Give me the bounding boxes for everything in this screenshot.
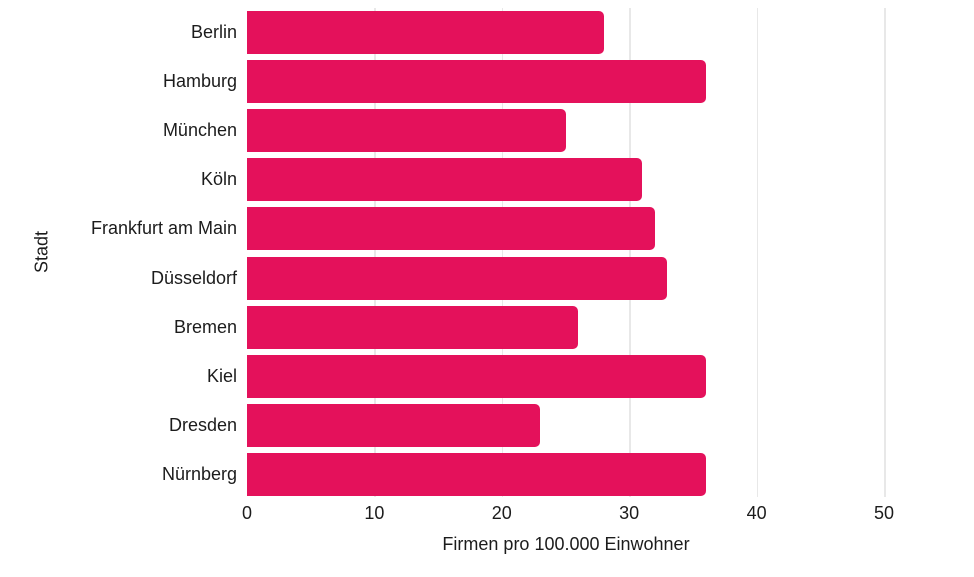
bar-Köln [247, 158, 642, 202]
category-label-Nürnberg: Nürnberg [161, 463, 237, 484]
category-label-Dresden: Dresden [168, 414, 237, 435]
gridline-x-50 [884, 8, 886, 497]
category-label-Hamburg: Hamburg [162, 71, 237, 92]
bar-Kiel [247, 354, 706, 398]
bar-Nürnberg [247, 452, 706, 496]
x-tick-label-20: 20 [491, 503, 512, 523]
gridline-x-40 [756, 8, 759, 497]
bar-Dresden [247, 403, 541, 447]
plot-area [247, 8, 941, 497]
category-label-Düsseldorf: Düsseldorf [150, 267, 237, 288]
category-label-München: München [162, 120, 237, 141]
category-label-Frankfurt am Main: Frankfurt am Main [90, 218, 237, 239]
category-label-Köln: Köln [200, 169, 237, 190]
x-tick-label-50: 50 [873, 503, 895, 523]
x-tick-label-10: 10 [364, 503, 385, 523]
x-tick-label-40: 40 [746, 503, 767, 523]
bar-Düsseldorf [247, 256, 668, 300]
gridline-x-10 [374, 8, 376, 497]
bar-Bremen [247, 305, 579, 349]
category-label-Berlin: Berlin [190, 22, 237, 42]
category-label-Kiel: Kiel [206, 365, 237, 386]
bar-Hamburg [247, 60, 706, 104]
bar-Berlin [247, 11, 604, 54]
x-tick-label-30: 30 [619, 503, 640, 523]
gridline-x-20 [501, 8, 504, 497]
x-axis-title: Firmen pro 100.000 Einwohner [442, 534, 690, 554]
category-label-Bremen: Bremen [173, 316, 237, 337]
x-tick-label-0: 0 [241, 503, 253, 523]
bar-München [247, 109, 566, 153]
bar-Frankfurt am Main [247, 207, 655, 251]
gridline-x-30 [629, 8, 631, 497]
